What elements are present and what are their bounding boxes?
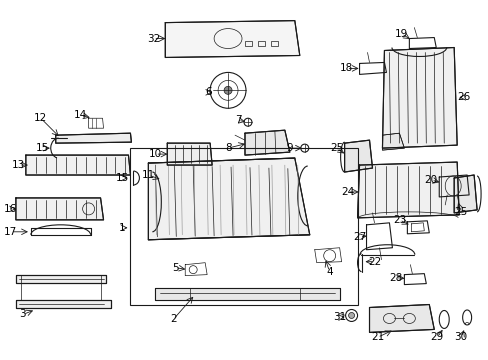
- Text: 22: 22: [367, 257, 380, 267]
- Circle shape: [224, 86, 232, 94]
- Polygon shape: [382, 48, 456, 148]
- Bar: [258, 41, 264, 45]
- Polygon shape: [369, 305, 433, 332]
- Text: 15: 15: [116, 173, 129, 183]
- Polygon shape: [26, 155, 130, 175]
- Text: 1: 1: [119, 223, 125, 233]
- Text: 3: 3: [20, 310, 26, 319]
- Polygon shape: [382, 133, 404, 150]
- Polygon shape: [155, 288, 339, 300]
- Polygon shape: [453, 175, 476, 213]
- Polygon shape: [56, 133, 131, 143]
- Polygon shape: [148, 158, 309, 240]
- Text: 9: 9: [286, 143, 292, 153]
- Bar: [244, 41, 251, 45]
- Text: 32: 32: [146, 33, 160, 44]
- Text: 5: 5: [172, 263, 178, 273]
- Text: 24: 24: [340, 187, 353, 197]
- Text: 17: 17: [4, 227, 18, 237]
- Text: 20: 20: [424, 175, 437, 185]
- Polygon shape: [16, 275, 105, 283]
- Text: 14: 14: [74, 110, 87, 120]
- Text: 7: 7: [234, 115, 241, 125]
- Polygon shape: [357, 162, 458, 218]
- Bar: [130, 148, 357, 305]
- Text: 11: 11: [142, 170, 155, 180]
- Polygon shape: [16, 300, 110, 307]
- Text: 8: 8: [224, 143, 231, 153]
- Text: 25: 25: [454, 207, 467, 217]
- Text: 28: 28: [388, 273, 401, 283]
- Text: 25: 25: [329, 143, 343, 153]
- Polygon shape: [344, 140, 372, 172]
- Text: 23: 23: [392, 215, 405, 225]
- Text: 21: 21: [370, 332, 384, 342]
- Polygon shape: [244, 130, 289, 155]
- Text: 30: 30: [454, 332, 467, 342]
- Text: 31: 31: [332, 312, 346, 323]
- Text: 2: 2: [170, 314, 176, 324]
- Text: 29: 29: [430, 332, 443, 342]
- Polygon shape: [167, 143, 212, 165]
- Text: 15: 15: [36, 143, 49, 153]
- Text: 27: 27: [352, 232, 366, 242]
- Text: 19: 19: [394, 28, 407, 39]
- Text: 6: 6: [204, 87, 211, 97]
- Polygon shape: [165, 21, 299, 58]
- Bar: [270, 41, 277, 45]
- Text: 4: 4: [325, 267, 332, 276]
- Circle shape: [348, 312, 354, 319]
- Text: 12: 12: [34, 113, 47, 123]
- Text: 10: 10: [148, 149, 162, 159]
- Text: 16: 16: [4, 204, 18, 214]
- Text: 13: 13: [12, 160, 25, 170]
- Text: 18: 18: [339, 63, 352, 73]
- Polygon shape: [16, 198, 103, 220]
- Text: 26: 26: [457, 92, 470, 102]
